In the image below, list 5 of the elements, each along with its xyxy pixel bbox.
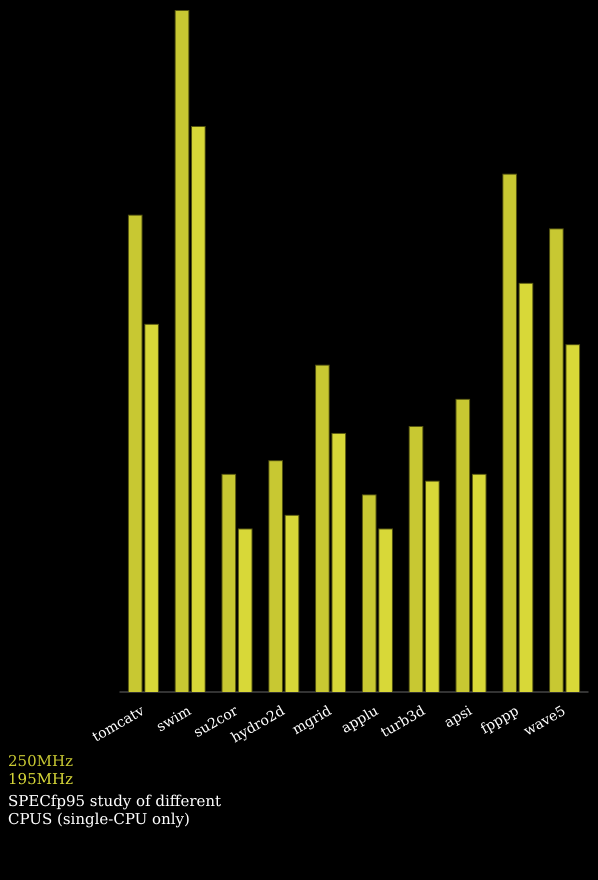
text: 250MHz xyxy=(8,752,73,770)
x-tick-label: swim xyxy=(154,703,194,736)
text: SPECfp95 study of different CPUS (single-CPU only) xyxy=(8,792,222,828)
text: 195MHz xyxy=(8,770,73,788)
x-tick-label: apsi xyxy=(442,702,476,732)
